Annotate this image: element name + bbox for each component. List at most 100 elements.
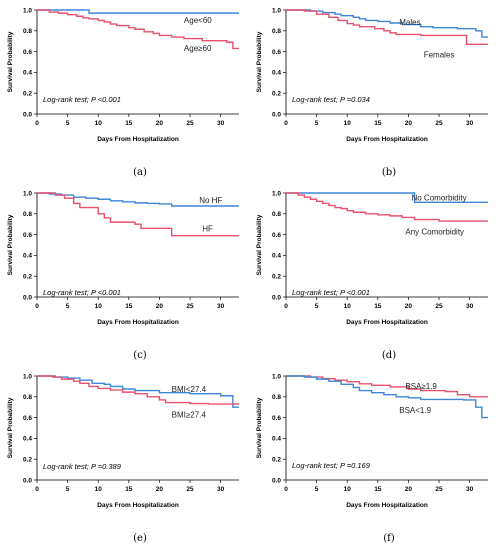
x-axis-title: Days From Hospitalization <box>97 319 179 326</box>
y-tick-label: 0.6 <box>272 49 281 56</box>
x-tick-label: 5 <box>315 303 319 310</box>
x-tick-label: 5 <box>315 486 319 493</box>
km-panel-f: 0.0 0.2 0.4 0.6 0.8 1.0 0 5 10 15 20 25 30 Days From … <box>249 366 498 549</box>
x-tick-label: 15 <box>125 303 133 310</box>
y-axis-title: Survival Probability <box>256 397 263 458</box>
panel-caption: (e) <box>133 533 147 544</box>
y-tick-label: 0.4 <box>23 253 32 260</box>
y-tick-label: 1.0 <box>23 190 32 197</box>
y-axis-title: Survival Probability <box>256 214 263 275</box>
y-tick-label: 0.2 <box>272 457 281 464</box>
x-tick-label: 25 <box>186 303 194 310</box>
x-tick-label: 30 <box>217 120 225 127</box>
x-tick-label: 15 <box>374 486 382 493</box>
y-tick-label: 0.4 <box>272 253 281 260</box>
panel-caption: (d) <box>382 350 396 361</box>
y-tick-label: 0.6 <box>23 232 32 239</box>
y-tick-label: 0.4 <box>272 70 281 77</box>
log-rank-note: Log-rank test; P <0.001 <box>43 288 121 297</box>
x-tick-label: 20 <box>156 303 164 310</box>
y-tick-label: 1.0 <box>272 190 281 197</box>
y-tick-label: 1.0 <box>272 373 281 380</box>
km-panel-d: 0.0 0.2 0.4 0.6 0.8 1.0 0 5 10 15 20 25 30 Days From … <box>249 183 498 366</box>
survival-curve-hf <box>37 192 239 237</box>
x-tick-label: 0 <box>35 120 39 127</box>
km-chart-a: 0.0 0.2 0.4 0.6 0.8 1.0 0 5 10 15 20 25 30 Days From … <box>7 7 239 178</box>
y-tick-label: 0.4 <box>23 70 32 77</box>
x-tick-label: 5 <box>315 120 319 127</box>
x-tick-label: 0 <box>284 486 288 493</box>
survival-curve-bmi-27-4 <box>37 375 239 405</box>
y-axis-title: Survival Probability <box>7 397 14 458</box>
log-rank-note: Log-rank test; P =0.389 <box>43 462 122 471</box>
km-chart-f: 0.0 0.2 0.4 0.6 0.8 1.0 0 5 10 15 20 25 30 Days From … <box>256 373 488 544</box>
panel-caption: (a) <box>133 167 147 178</box>
x-tick-label: 5 <box>66 120 70 127</box>
series-label: Age<60 <box>184 16 212 25</box>
x-tick-label: 30 <box>466 303 474 310</box>
series-label: Any Comorbidity <box>405 227 464 236</box>
x-tick-label: 25 <box>186 120 194 127</box>
survival-curve-females <box>286 9 488 46</box>
y-tick-label: 1.0 <box>272 7 281 14</box>
x-axis-title: Days From Hospitalization <box>97 136 179 143</box>
survival-curve-no-comorbidity <box>286 192 488 204</box>
y-tick-label: 0.2 <box>23 274 32 281</box>
x-tick-label: 15 <box>125 120 133 127</box>
x-tick-label: 25 <box>435 120 443 127</box>
x-axis-title: Days From Hospitalization <box>346 319 428 326</box>
x-axis-title: Days From Hospitalization <box>97 502 179 509</box>
series-label: BMI<27.4 <box>172 385 207 394</box>
y-tick-label: 0.0 <box>272 477 281 484</box>
x-tick-label: 30 <box>466 486 474 493</box>
x-tick-label: 15 <box>125 486 133 493</box>
y-tick-label: 0.8 <box>23 28 32 35</box>
x-tick-label: 20 <box>405 303 413 310</box>
x-tick-label: 20 <box>405 120 413 127</box>
y-axis-title: Survival Probability <box>7 214 14 275</box>
x-tick-label: 10 <box>344 303 352 310</box>
log-rank-note: Log-rank test; P =0.034 <box>292 95 370 104</box>
y-tick-label: 1.0 <box>23 373 32 380</box>
km-panel-b: 0.0 0.2 0.4 0.6 0.8 1.0 0 5 10 15 20 25 30 Days From … <box>249 0 498 183</box>
y-tick-label: 1.0 <box>23 7 32 14</box>
x-tick-label: 5 <box>66 486 70 493</box>
x-tick-label: 15 <box>374 120 382 127</box>
y-tick-label: 0.2 <box>272 91 281 98</box>
x-axis-title: Days From Hospitalization <box>346 502 428 509</box>
panel-caption: (f) <box>383 533 395 544</box>
km-panel-a: 0.0 0.2 0.4 0.6 0.8 1.0 0 5 10 15 20 25 30 Days From … <box>0 0 249 183</box>
panel-caption: (c) <box>133 350 147 361</box>
y-tick-label: 0.8 <box>272 211 281 218</box>
x-tick-label: 10 <box>344 120 352 127</box>
y-tick-label: 0.6 <box>272 415 281 422</box>
x-tick-label: 10 <box>95 303 103 310</box>
survival-curve-bmi-27-4 <box>37 375 239 408</box>
series-label: BMI≥27.4 <box>172 410 207 419</box>
axis-lines <box>36 193 239 298</box>
series-label: No HF <box>199 196 222 205</box>
survival-curve-males <box>286 9 488 38</box>
x-tick-label: 10 <box>95 120 103 127</box>
log-rank-note: Log-rank test; P <0.001 <box>292 288 370 297</box>
series-label: BSA≥1.9 <box>405 382 437 391</box>
y-tick-label: 0.4 <box>23 436 32 443</box>
x-tick-label: 20 <box>156 120 164 127</box>
survival-curve-age-60 <box>37 9 239 14</box>
y-tick-label: 0.0 <box>23 111 32 118</box>
y-tick-label: 0.2 <box>272 274 281 281</box>
x-tick-label: 15 <box>374 303 382 310</box>
x-tick-label: 25 <box>435 303 443 310</box>
x-tick-label: 10 <box>95 486 103 493</box>
survival-curve-any-comorbidity <box>286 192 488 222</box>
km-chart-b: 0.0 0.2 0.4 0.6 0.8 1.0 0 5 10 15 20 25 30 Days From … <box>256 7 488 178</box>
km-panel-c: 0.0 0.2 0.4 0.6 0.8 1.0 0 5 10 15 20 25 30 Days From … <box>0 183 249 366</box>
y-axis-title: Survival Probability <box>256 31 263 92</box>
x-tick-label: 5 <box>66 303 70 310</box>
y-tick-label: 0.8 <box>272 28 281 35</box>
axis-lines <box>285 193 488 298</box>
y-tick-label: 0.0 <box>23 294 32 301</box>
series-label: No Comorbidity <box>411 194 466 203</box>
y-tick-label: 0.0 <box>23 477 32 484</box>
series-label: HF <box>202 224 213 233</box>
